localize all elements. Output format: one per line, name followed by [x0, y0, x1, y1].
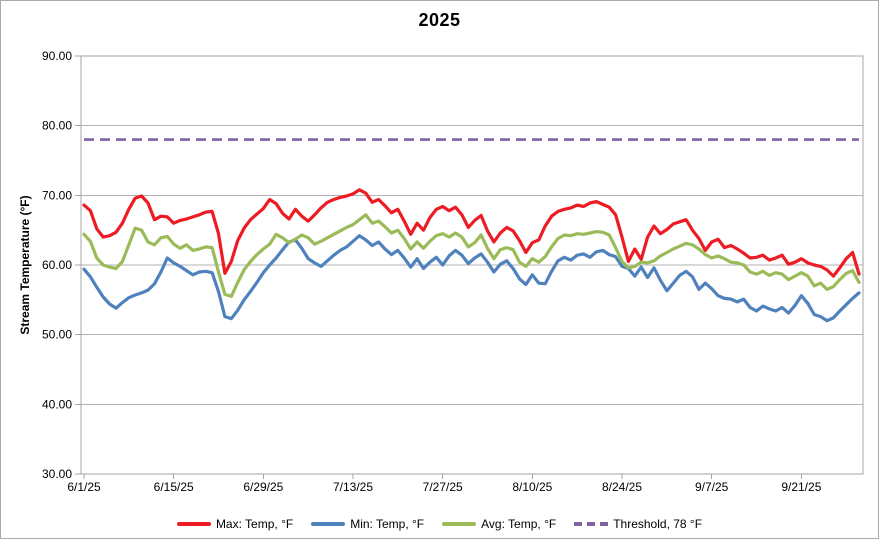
plot-border	[80, 55, 864, 475]
legend: Max: Temp, °F Min: Temp, °F Avg: Temp, °F T…	[1, 517, 878, 531]
x-tick-label: 6/29/25	[243, 480, 283, 494]
x-tick-label: 9/21/25	[781, 480, 821, 494]
x-tick-label: 8/24/25	[602, 480, 642, 494]
legend-item: Max: Temp, °F	[176, 517, 294, 531]
legend-line-swatch	[311, 522, 346, 526]
y-tick-label: 80.00	[42, 119, 72, 133]
legend-label: Min: Temp, °F	[350, 517, 425, 531]
legend-label: Max: Temp, °F	[215, 517, 294, 531]
legend-item: Min: Temp, °F	[311, 517, 424, 531]
legend-label: Avg: Temp, °F	[481, 517, 557, 531]
y-tick-label: 60.00	[42, 258, 72, 272]
x-tick-label: 9/7/25	[695, 480, 729, 494]
x-tick-label: 8/10/25	[512, 480, 552, 494]
y-tick-label: 30.00	[42, 467, 72, 481]
legend-item: Threshold, 78 °F	[574, 517, 702, 531]
legend-item: Avg: Temp, °F	[442, 517, 556, 531]
max-temp-line	[82, 188, 861, 278]
y-tick-label: 50.00	[42, 328, 72, 342]
y-tick-label: 40.00	[42, 397, 72, 411]
avg-temp-line	[82, 213, 861, 298]
chart-title: 2025	[418, 10, 461, 30]
x-tick-label: 7/13/25	[333, 480, 373, 494]
legend-line-swatch	[442, 522, 477, 526]
legend-dashed-line-swatch	[574, 522, 609, 526]
y-tick-label: 70.00	[42, 188, 72, 202]
x-tick-label: 7/27/25	[423, 480, 463, 494]
min-temp-line	[82, 234, 861, 323]
x-tick-label: 6/15/25	[154, 480, 194, 494]
legend-line-swatch	[176, 522, 211, 526]
legend-label: Threshold, 78 °F	[613, 517, 703, 531]
y-tick-label: 90.00	[42, 49, 72, 63]
x-tick-label: 6/1/25	[67, 480, 101, 494]
